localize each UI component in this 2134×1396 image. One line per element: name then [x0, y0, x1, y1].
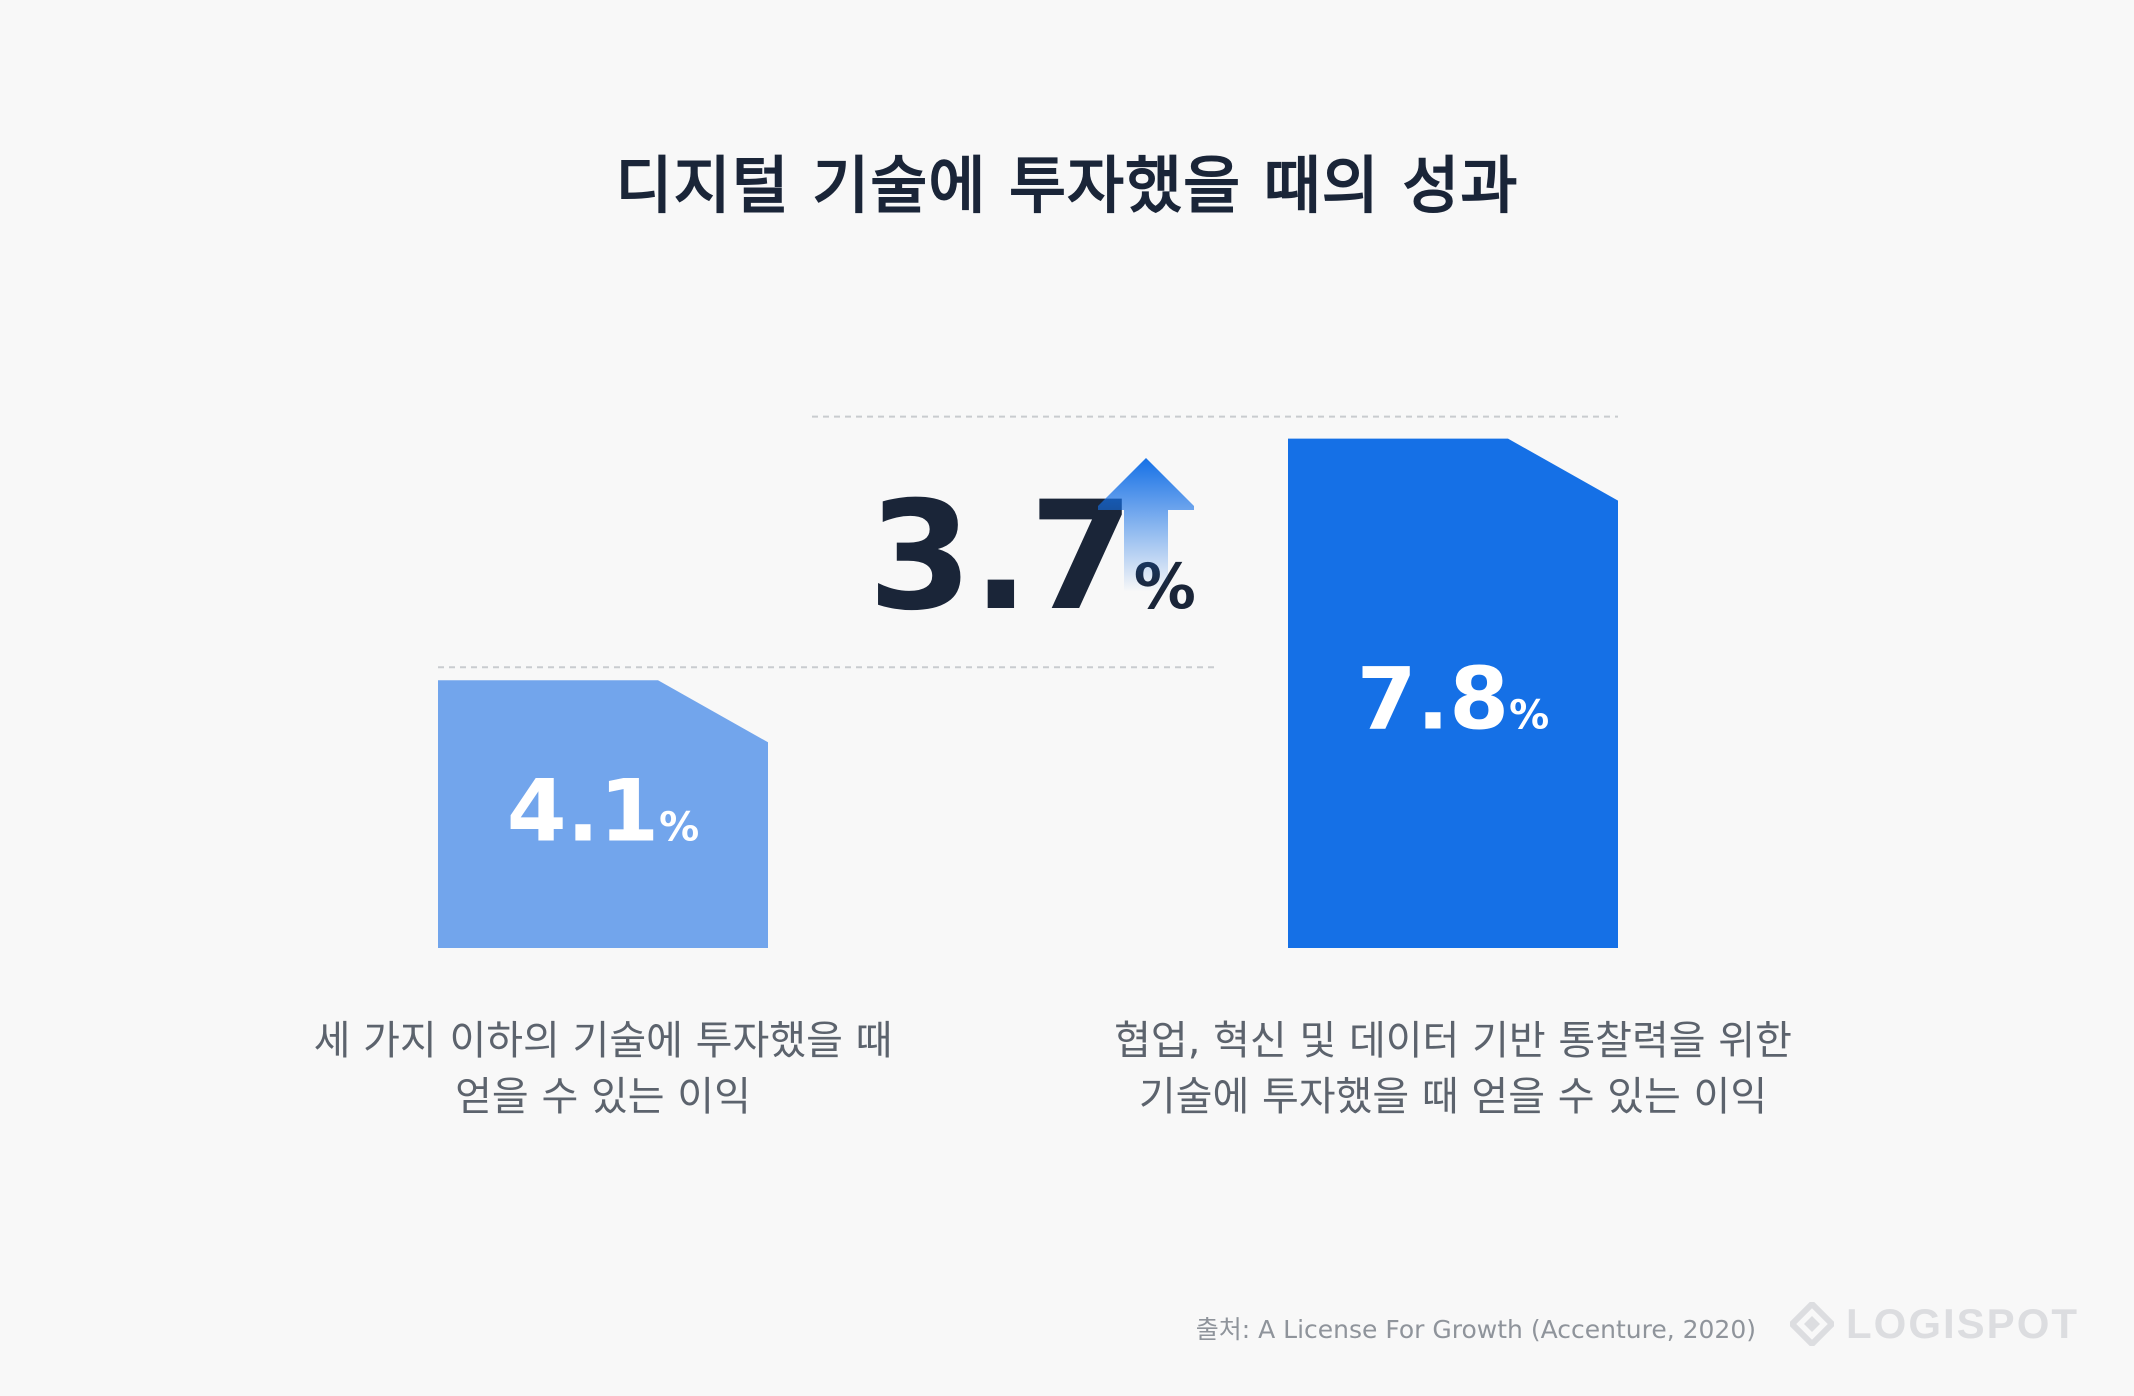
- bar-value-label: 7.8%: [1357, 650, 1549, 750]
- up-arrow-icon: [1098, 458, 1194, 592]
- bar-value-number: 4.1: [507, 761, 659, 861]
- category-label-line: 기술에 투자했을 때 얻을 수 있는 이익: [1138, 1074, 1768, 1120]
- chart-title: 디지털 기술에 투자했을 때의 성과: [615, 149, 1519, 222]
- bar-value-label: 4.1%: [507, 761, 699, 861]
- category-label-line: 세 가지 이하의 기술에 투자했을 때: [313, 1018, 893, 1064]
- category-label-low: 세 가지 이하의 기술에 투자했을 때 얻을 수 있는 이익: [203, 1013, 1003, 1125]
- category-label-line: 얻을 수 있는 이익: [455, 1074, 751, 1120]
- bar-value-unit: %: [659, 804, 699, 850]
- difference-number: 3.7: [868, 470, 1134, 644]
- bar-value-number: 7.8: [1357, 650, 1509, 750]
- bar-high: [1288, 438, 1618, 948]
- source-note: 출처: A License For Growth (Accenture, 202…: [1195, 1315, 1756, 1344]
- bar-value-unit: %: [1509, 693, 1549, 739]
- category-label-high: 협업, 혁신 및 데이터 기반 통찰력을 위한 기술에 투자했을 때 얻을 수 …: [1053, 1013, 1853, 1125]
- diamond-logo-icon: [1790, 1302, 1834, 1346]
- category-label-line: 협업, 혁신 및 데이터 기반 통찰력을 위한: [1114, 1018, 1792, 1064]
- logo-text: LOGISPOT: [1846, 1300, 2080, 1347]
- logo: LOGISPOT: [1790, 1300, 2079, 1348]
- bar-low: [438, 680, 768, 948]
